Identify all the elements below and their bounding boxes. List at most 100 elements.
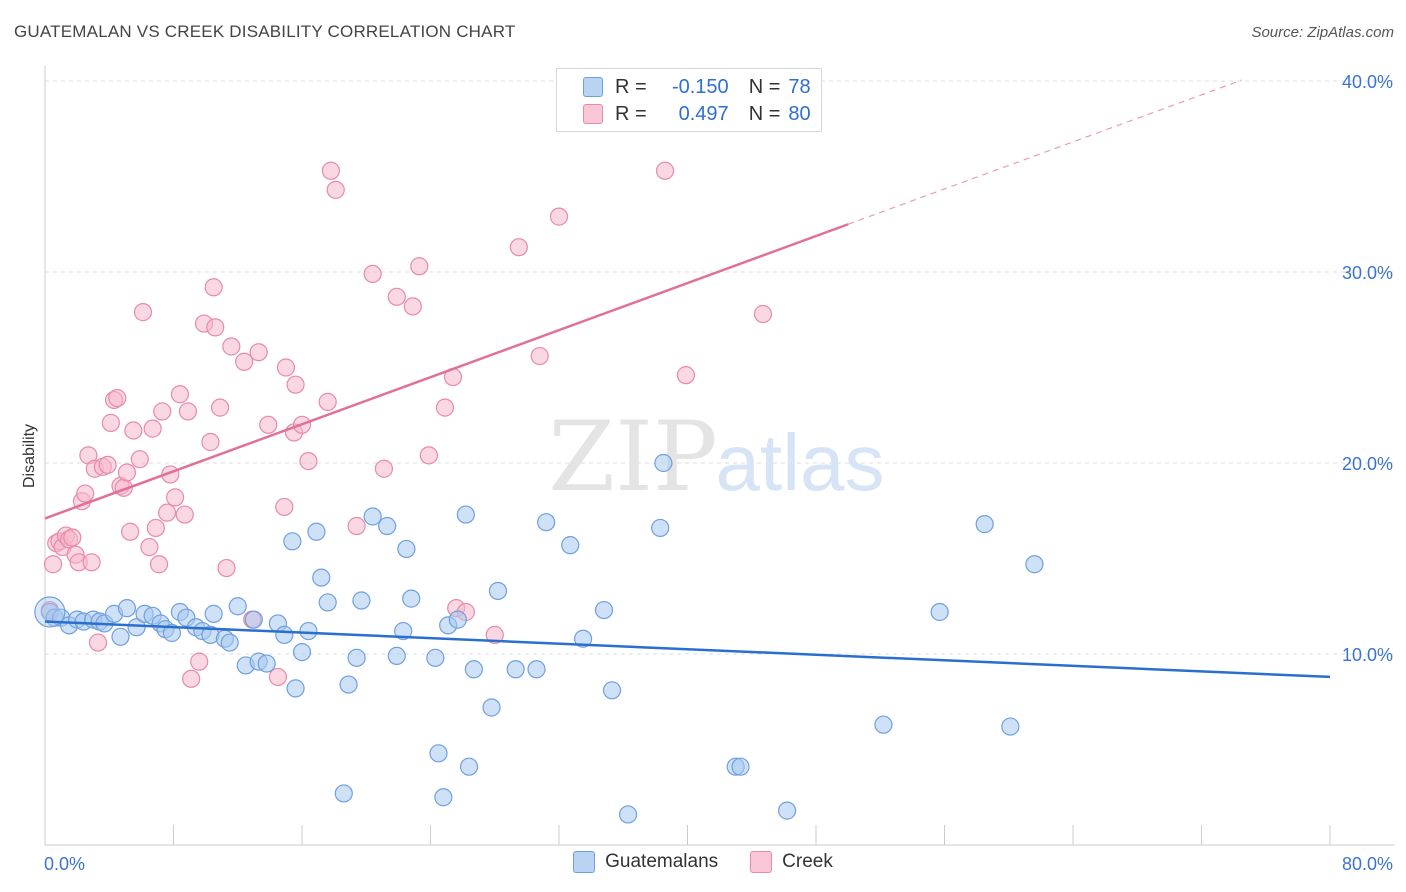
creek-point <box>321 161 341 180</box>
legend-item-guatemalans[interactable]: Guatemalans <box>573 851 718 873</box>
creek-point <box>275 497 294 517</box>
creek-point <box>157 503 177 522</box>
guatemalan-point <box>34 596 66 628</box>
creek-point <box>76 484 95 503</box>
series-legend: Guatemalans Creek <box>0 851 1406 873</box>
creek-point <box>222 337 241 356</box>
creek-point <box>435 398 455 417</box>
creek-point <box>655 161 675 180</box>
guatemalan-point <box>117 599 137 618</box>
creek-point <box>43 555 63 574</box>
guatemalan-point <box>930 602 949 622</box>
guatemalan-point <box>573 629 593 648</box>
guatemalan-point <box>602 681 622 700</box>
creek-point <box>326 180 345 199</box>
guatemalan-point <box>307 522 326 541</box>
guatemalan-point <box>1025 555 1044 574</box>
guatemalan-point <box>286 679 305 698</box>
creek-point <box>204 278 223 297</box>
legend-n-value: 80 <box>788 102 811 125</box>
creek-point <box>82 553 101 572</box>
creek-point <box>146 518 165 538</box>
legend-item-creek[interactable]: Creek <box>750 851 833 873</box>
creek-point <box>153 402 172 421</box>
creek-point <box>117 463 137 482</box>
watermark-zip: ZIP <box>548 401 717 513</box>
guatemalan-point <box>244 610 263 629</box>
legend-r-label: R = <box>615 102 647 125</box>
y-tick-label: 10.0% <box>1342 645 1393 665</box>
stats-legend: R = -0.150 N = 78 R = 0.497 N = 80 <box>556 68 822 132</box>
creek-point <box>347 516 366 536</box>
guatemalan-point <box>318 593 337 612</box>
legend-label-creek: Creek <box>782 851 833 872</box>
legend-row-creek: R = 0.497 N = 80 <box>583 102 811 126</box>
guatemalan-point <box>334 784 353 803</box>
creek-point <box>124 421 143 440</box>
creek-point <box>178 402 198 421</box>
guatemalan-point <box>397 539 416 559</box>
guatemalan-point <box>464 660 483 679</box>
watermark-atlas: atlas <box>716 418 885 507</box>
legend-r-value: -0.150 <box>671 75 729 98</box>
legend-label-guatemalans: Guatemalans <box>605 851 719 872</box>
x-tick-label: 0.0% <box>44 854 85 874</box>
guatemalan-point <box>426 648 445 667</box>
creek-trend-extension <box>847 79 1242 225</box>
legend-n-value: 78 <box>788 75 811 98</box>
guatemalan-point <box>228 597 247 616</box>
guatemalan-point <box>975 515 994 534</box>
creek-point <box>210 398 230 417</box>
creek-point <box>149 555 169 574</box>
guatemalan-point <box>394 621 413 641</box>
guatemalan-point <box>651 518 670 538</box>
guatemalan-point <box>363 507 382 526</box>
trend-lines <box>44 79 1331 679</box>
guatemalan-point <box>347 648 366 667</box>
creek-point <box>166 488 185 507</box>
axes <box>44 66 1395 846</box>
x-tick-label: 80.0% <box>1342 854 1393 874</box>
legend-swatch-pink <box>583 104 603 124</box>
y-tick-label: 30.0% <box>1342 263 1393 283</box>
creek-points <box>40 161 773 688</box>
creek-point <box>419 446 438 465</box>
guatemalan-point <box>111 627 130 646</box>
creek-point <box>509 238 528 257</box>
guatemalan-point <box>874 715 893 734</box>
guatemalan-point <box>162 623 181 643</box>
guatemalan-point <box>731 757 750 776</box>
guatemalan-point <box>654 453 673 473</box>
creek-point <box>130 450 149 469</box>
guatemalan-points <box>34 453 1044 824</box>
creek-point <box>170 385 190 404</box>
guatemalan-point <box>387 646 406 666</box>
creek-point <box>235 352 254 371</box>
guatemalan-point <box>429 744 448 763</box>
creek-point <box>63 528 82 547</box>
creek-point <box>410 257 429 276</box>
guatemalan-point <box>537 513 556 532</box>
guatemalan-point <box>283 532 302 551</box>
guatemalan-point <box>561 536 580 555</box>
creek-point <box>201 432 220 452</box>
creek-point <box>374 459 394 478</box>
creek-point <box>101 413 120 432</box>
guatemalan-point <box>127 618 146 637</box>
creek-point <box>190 652 209 671</box>
guatemalan-point <box>204 604 223 623</box>
legend-swatch-blue <box>583 77 603 97</box>
y-axis-title: Disability <box>21 424 38 488</box>
creek-point <box>249 343 268 362</box>
guatemalan-point <box>618 805 638 824</box>
creek-point <box>299 451 318 471</box>
guatemalan-point <box>275 625 294 645</box>
legend-swatch-blue <box>573 851 596 873</box>
creek-point <box>676 366 695 385</box>
creek-point <box>88 633 108 652</box>
creek-point <box>268 667 288 687</box>
creek-point <box>363 264 382 284</box>
guatemalan-point <box>527 660 546 679</box>
creek-point <box>318 392 337 411</box>
